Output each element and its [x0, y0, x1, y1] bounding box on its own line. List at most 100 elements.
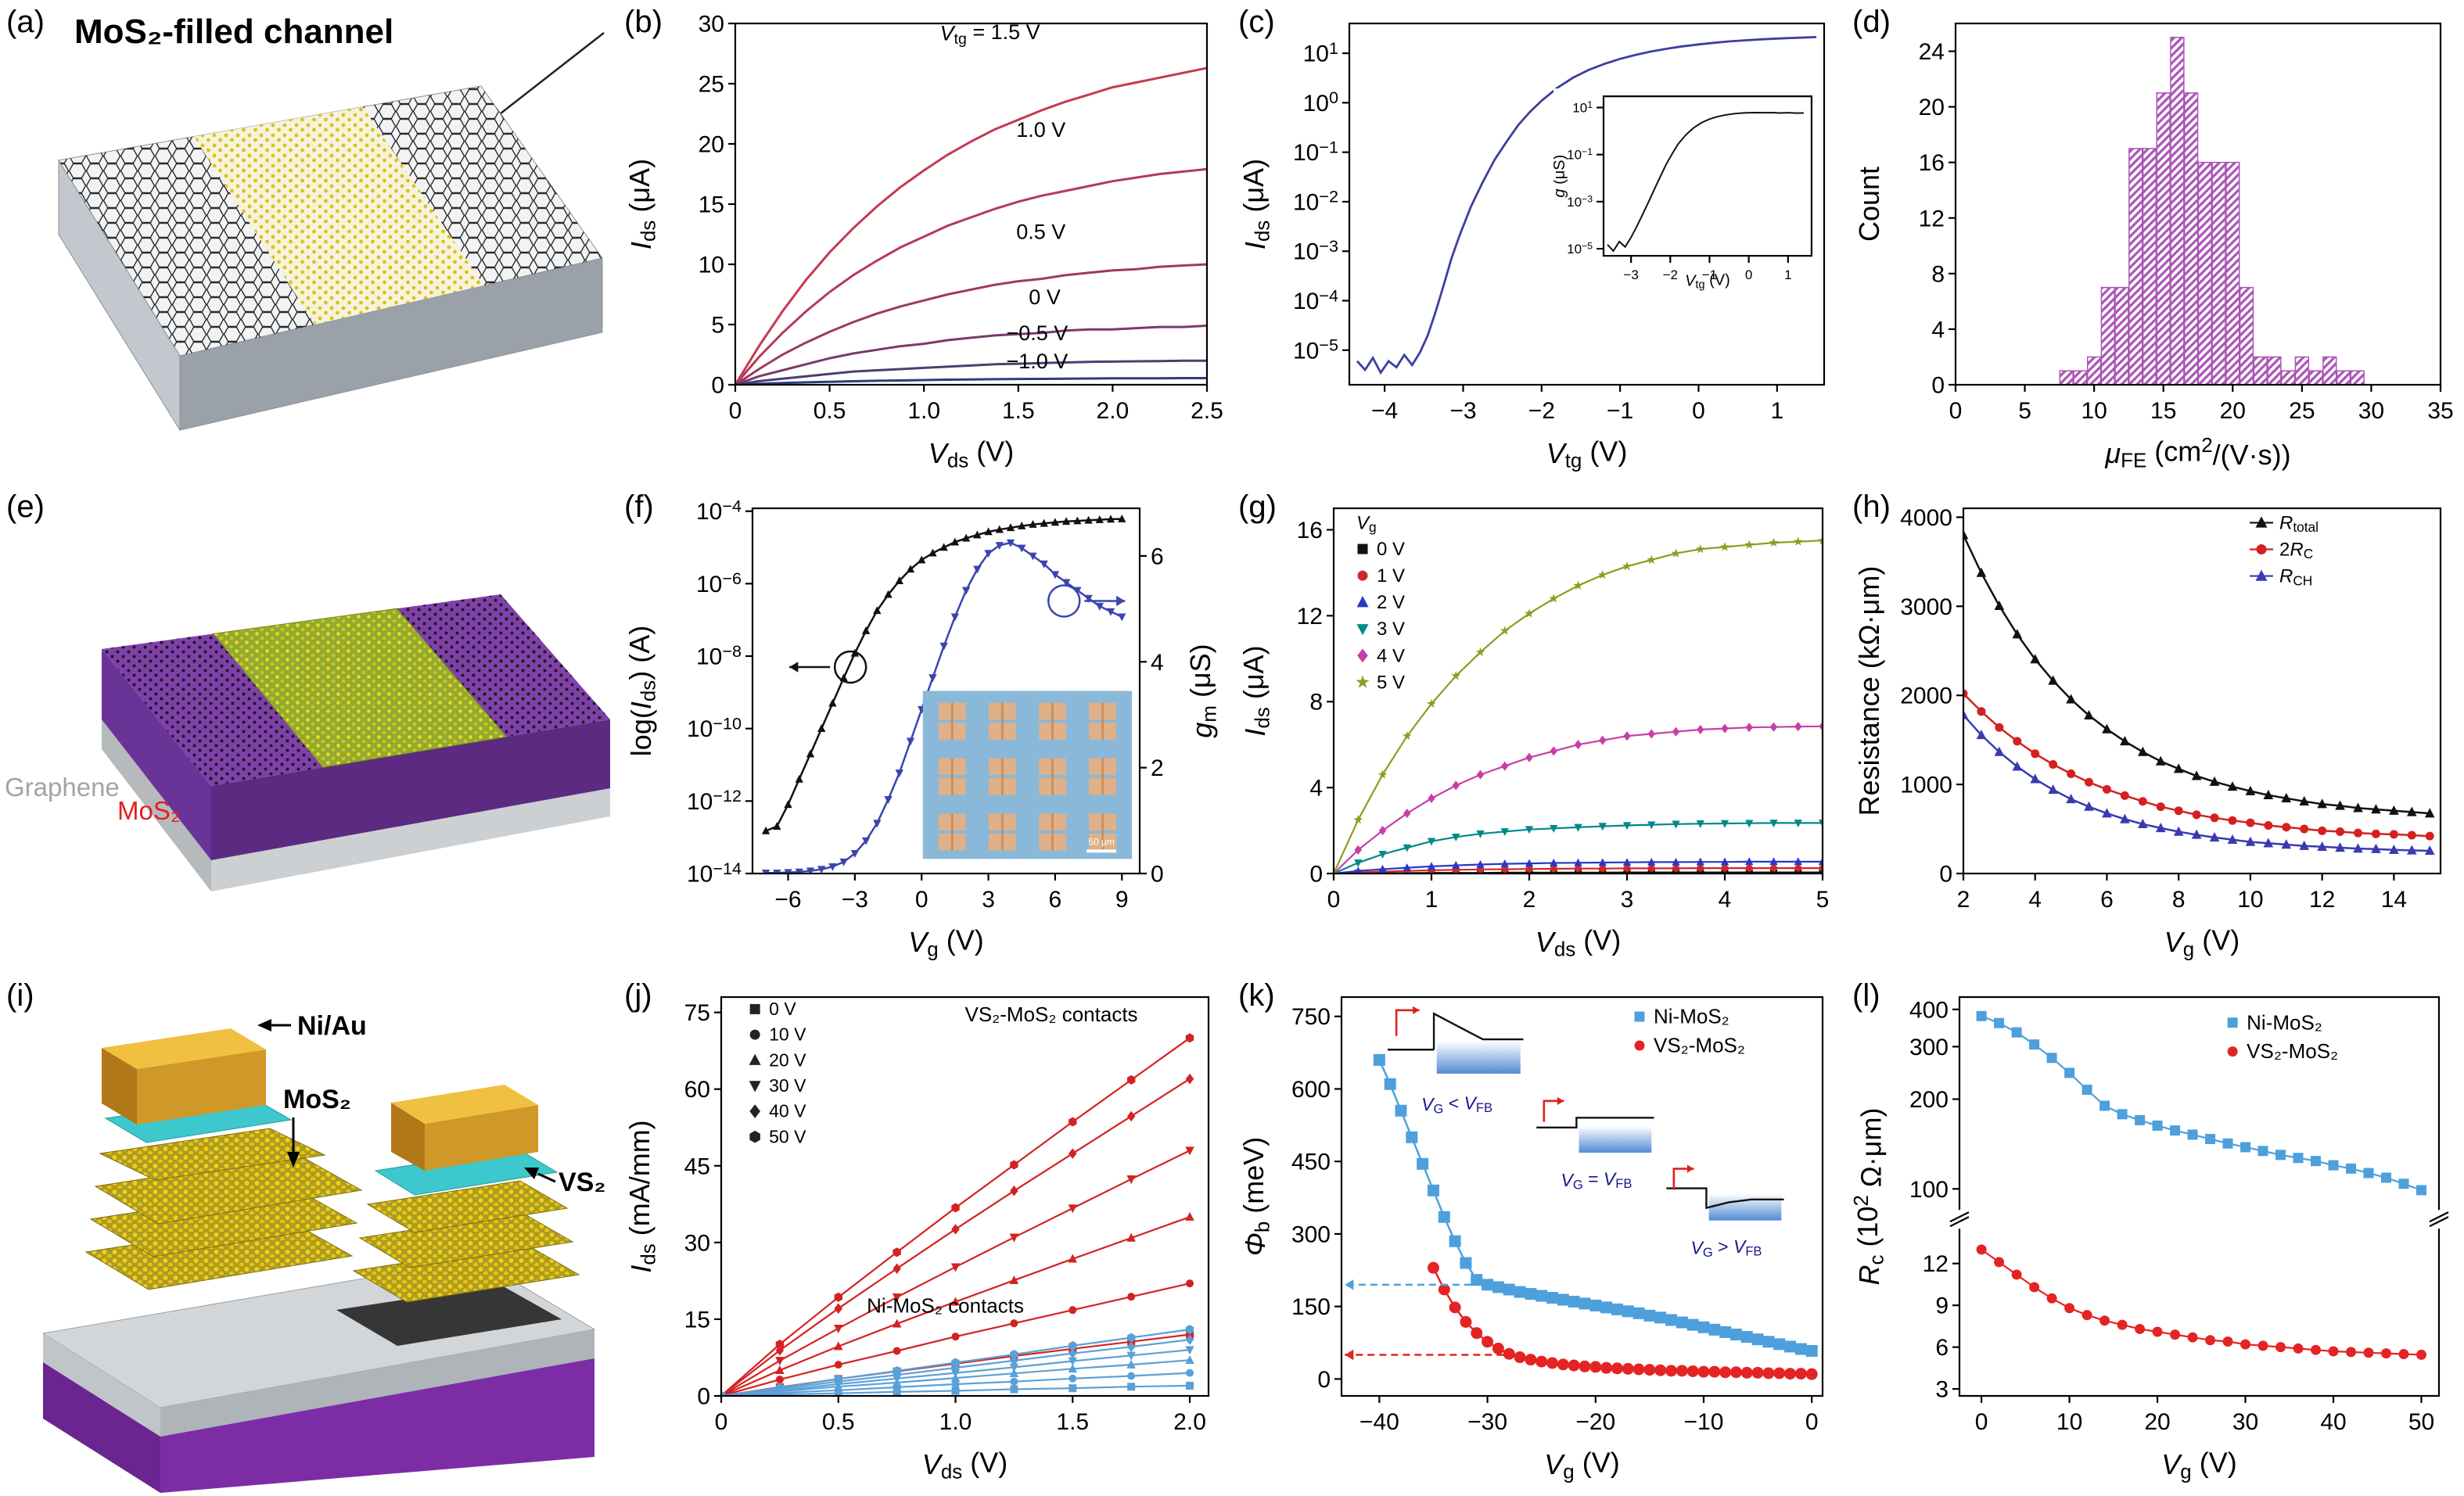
- svg-text:12: 12: [1923, 1251, 1949, 1277]
- svg-text:4: 4: [2028, 887, 2042, 913]
- histogram-bar: [2086, 356, 2102, 385]
- svg-text:10−8: 10−8: [696, 641, 742, 670]
- histogram-bar: [2183, 92, 2199, 385]
- panel-a-title: MoS₂-filled channel: [74, 13, 393, 51]
- series-Ni-MoS2: [1373, 1053, 1818, 1358]
- series-Ids: [1356, 36, 1817, 375]
- svg-text:1.0: 1.0: [939, 1409, 972, 1435]
- series-Vtg -1.0 V: [735, 377, 1207, 385]
- plot-overlays: Vg0 V 1 V 2 V 3 V 4 V 5 V: [1356, 512, 1405, 693]
- svg-text:10 V: 10 V: [769, 1024, 806, 1045]
- svg-text:−1: −1: [1702, 267, 1717, 282]
- svg-text:40 V: 40 V: [769, 1101, 806, 1121]
- panel-h: (h) Rtotal 2RC RCH 2 4 6 8 10 12 14 0 1000 2000 3000 4…: [1846, 485, 2464, 974]
- svg-text:0: 0: [1317, 1367, 1331, 1393]
- svg-text:150: 150: [1291, 1294, 1331, 1320]
- svg-text:2.0: 2.0: [1173, 1409, 1206, 1435]
- oxide-left-face: [43, 1333, 160, 1437]
- graphene-sheet: [336, 1285, 562, 1346]
- svg-text:50 μm: 50 μm: [1088, 836, 1115, 847]
- histogram-bar: [2322, 356, 2337, 385]
- panel-label-a: (a): [6, 5, 45, 39]
- svg-text:14: 14: [2381, 887, 2407, 913]
- mos2-layer-3-right: [366, 1180, 569, 1233]
- svg-text:VG < VFB: VG < VFB: [1421, 1092, 1492, 1116]
- svg-text:20: 20: [2144, 1409, 2170, 1435]
- panel-label-g: (g): [1238, 490, 1277, 524]
- histogram-bar: [2128, 148, 2143, 385]
- histogram-bar: [2114, 286, 2129, 385]
- series-VS2 10 V: [721, 1279, 1194, 1396]
- plot-data: [1334, 535, 1823, 874]
- svg-text:−10: −10: [1684, 1409, 1724, 1435]
- svg-text:−2: −2: [1663, 267, 1678, 282]
- series-Vtg 1.5 V: [735, 66, 1207, 385]
- histogram-bar: [2253, 356, 2268, 385]
- inset-devices-photo: 50 μm: [922, 691, 1133, 859]
- svg-text:Rtotal: Rtotal: [2279, 512, 2319, 535]
- histogram-bar: [2336, 370, 2351, 385]
- svg-text:10: 10: [2056, 1409, 2082, 1435]
- series-Ni 0 V: [721, 1381, 1194, 1396]
- svg-text:4: 4: [1309, 776, 1323, 802]
- svg-text:2.0: 2.0: [1097, 398, 1130, 424]
- series-VS2 40 V: [721, 1073, 1194, 1396]
- illustration-vs2-mos2-device: Ni/Au MoS₂ VS₂: [41, 1011, 605, 1493]
- chart-contacts-iv: VS₂-MoS₂ contacts Ni-MoS₂ contacts 0 V 10 V…: [623, 996, 1210, 1483]
- svg-text:2000: 2000: [1900, 683, 1952, 709]
- svg-text:4: 4: [1931, 317, 1945, 343]
- panel-k: (k) Ni-MoS₂ VS₂-MoS₂ −40 −30 −20 −10 0 0 150 300 4…: [1232, 974, 1846, 1496]
- axes: 2 4 6 8 10 12 14 0 1000 2000 3000 4000 Vg (V) Resista…: [1853, 505, 2442, 961]
- svg-text:50 V: 50 V: [769, 1126, 806, 1146]
- svg-text:2RC: 2RC: [2279, 539, 2313, 561]
- series-g: [1607, 111, 1804, 253]
- gold-left-front: [137, 1049, 266, 1125]
- substrate-left-face: [102, 719, 211, 892]
- niau-arrow-head: [257, 1019, 271, 1031]
- panel-j: (j) VS₂-MoS₂ contacts Ni-MoS₂ contacts 0 V…: [618, 974, 1232, 1496]
- legend: Ni-MoS₂ VS₂-MoS₂: [1634, 1005, 1745, 1057]
- band-diagram-lt: VG < VFB: [1388, 1006, 1524, 1117]
- svg-text:0: 0: [1939, 862, 1952, 888]
- chart-contact-resistance: 0 10 20 30 40 50 100 200 300 400 3 6 9 12 Vg (V) Rc (10…: [1851, 996, 2449, 1483]
- series-Vtg 0.5 V: [735, 263, 1207, 385]
- axes: −40 −30 −20 −10 0 0 150 300 450 600 750 Vg (V) Φb (m…: [1237, 996, 1824, 1483]
- svg-text:100: 100: [1303, 88, 1338, 117]
- svg-text:2: 2: [1957, 887, 1970, 913]
- svg-text:16: 16: [1297, 518, 1323, 544]
- svg-text:3: 3: [1621, 887, 1634, 913]
- axes: 0 5 10 15 20 25 30 35 0 4 8 12 16 20 24 μFE (cm2/(V·s))…: [1853, 22, 2454, 472]
- svg-text:Ids (mA/mm): Ids (mA/mm): [623, 1120, 660, 1272]
- plot-overlays: Vtg = 1.5 V 1.0 V 0.5 V 0 V −0.5 V −1.0 V: [940, 20, 1069, 373]
- svg-text:15: 15: [684, 1307, 710, 1333]
- svg-text:0: 0: [915, 887, 928, 913]
- svg-text:0: 0: [1949, 398, 1963, 424]
- gold-left-side: [102, 1048, 137, 1125]
- svg-text:15: 15: [2150, 398, 2176, 424]
- plot-overlays: Ni-MoS₂ VS₂-MoS₂: [1345, 1005, 1745, 1361]
- svg-text:μFE (cm2/(V·s)): μFE (cm2/(V·s)): [2104, 435, 2290, 472]
- graphene-lattice-left: [59, 136, 315, 356]
- svg-text:20: 20: [2220, 398, 2246, 424]
- svg-text:16: 16: [1919, 150, 1945, 176]
- chart-transfer-curve: −4 −3 −2 −1 0 110−510−410−310−210−1100101Vtg …: [1237, 22, 1826, 472]
- panel-a: (a) MoS₂-filled channel: [0, 0, 618, 485]
- plot-overlays: VS₂-MoS₂ contacts Ni-MoS₂ contacts 0 V 10 V…: [749, 999, 1138, 1317]
- svg-text:750: 750: [1291, 1004, 1331, 1030]
- svg-text:−1: −1: [1607, 398, 1633, 424]
- svg-text:30: 30: [2232, 1409, 2258, 1435]
- panel-f: (f) −6 −3 0 3 6 9 10−14 10−12 10−10 10−8 10−6 10−4 0…: [618, 485, 1232, 974]
- svg-text:3: 3: [1935, 1377, 1949, 1403]
- svg-text:VS₂-MoS₂: VS₂-MoS₂: [2247, 1039, 2338, 1063]
- svg-text:RCH: RCH: [2279, 565, 2312, 588]
- chart-resistance: Rtotal 2RC RCH 2 4 6 8 10 12 14 0 1000 2000 3000 4000 V…: [1853, 505, 2442, 961]
- svg-text:45: 45: [684, 1153, 710, 1179]
- svg-text:0: 0: [1975, 1409, 1988, 1435]
- chart-output-curves: Vtg = 1.5 V 1.0 V 0.5 V 0 V −0.5 V −1.0 V 0 0.5…: [623, 12, 1223, 472]
- svg-text:1.5: 1.5: [1056, 1409, 1089, 1435]
- svg-text:Vg: Vg: [1356, 512, 1377, 535]
- svg-text:Vds (V): Vds (V): [922, 1447, 1008, 1483]
- svg-text:3: 3: [982, 887, 995, 913]
